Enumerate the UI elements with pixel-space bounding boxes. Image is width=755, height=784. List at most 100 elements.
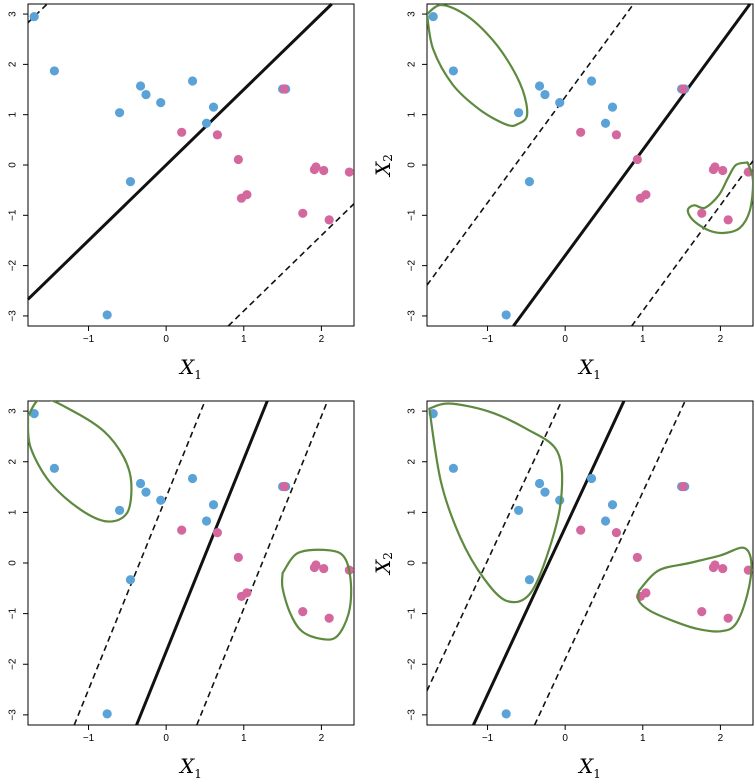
blue-point — [524, 177, 535, 187]
y-tick-label: 1 — [407, 509, 418, 515]
pink-point — [611, 528, 621, 538]
pink-point — [344, 167, 354, 177]
blue-point — [586, 76, 597, 86]
cluster-loop — [428, 402, 564, 604]
blue-point — [141, 89, 151, 100]
blue-point — [156, 98, 166, 108]
blue-point — [428, 11, 438, 22]
blue-point — [141, 487, 151, 497]
blue-point — [114, 505, 125, 515]
margin-line — [73, 400, 206, 726]
pink-point — [576, 127, 586, 137]
cluster-loop — [28, 401, 133, 523]
panel-bottom-left: −1 0 1 2 −3 −2 −1 0 1 2 3 X1 — [8, 400, 355, 781]
pink-point — [697, 208, 707, 218]
x-axis-title: X1 — [577, 754, 601, 781]
blue-point — [49, 463, 59, 473]
blue-point — [208, 500, 219, 510]
margin-line — [27, 3, 48, 24]
pink-point — [279, 481, 289, 492]
pink-point — [319, 165, 329, 176]
x-tick-label: −1 — [83, 334, 95, 345]
y-tick-label: 0 — [407, 560, 418, 566]
x-tick-label: 0 — [163, 733, 169, 744]
cluster-loop — [686, 161, 753, 235]
hyperplane-line — [512, 3, 752, 327]
blue-point — [29, 11, 39, 22]
x-tick-label: 2 — [718, 733, 724, 744]
blue-point — [540, 89, 550, 100]
blue-point — [534, 81, 545, 91]
margin-line — [426, 3, 635, 286]
y-tick-label: 0 — [8, 560, 19, 566]
hyperplane-line — [135, 400, 269, 726]
pink-point — [710, 162, 720, 172]
blue-point — [114, 108, 125, 118]
pink-point — [710, 560, 720, 570]
pink-point — [641, 190, 651, 200]
y-tick-label: 2 — [8, 61, 19, 67]
y-tick-label: −2 — [407, 658, 418, 670]
y-axis-title: X2 — [371, 552, 395, 576]
x-tick-label: −1 — [482, 334, 494, 345]
blue-point — [600, 118, 611, 128]
x-tick-label: −1 — [83, 733, 95, 744]
y-tick-label: −3 — [407, 709, 418, 721]
blue-point — [513, 505, 524, 515]
pink-point — [242, 190, 252, 200]
pink-point — [718, 563, 728, 574]
blue-point — [201, 118, 212, 128]
pink-point — [212, 130, 222, 140]
blue-point — [187, 473, 198, 484]
y-tick-label: −1 — [407, 209, 418, 221]
x-tick-label: 2 — [319, 733, 325, 744]
y-tick-label: −2 — [407, 259, 418, 271]
blue-point — [208, 102, 219, 112]
pink-point — [697, 607, 707, 617]
pink-point — [242, 588, 252, 598]
y-tick-label: −1 — [407, 607, 418, 619]
blue-point — [555, 98, 565, 108]
y-tick-label: 3 — [8, 11, 19, 17]
blue-point — [607, 102, 618, 112]
blue-point — [135, 478, 146, 489]
plot-frame — [426, 3, 754, 327]
x-axis-title: X1 — [178, 355, 202, 382]
y-tick-label: 2 — [407, 61, 418, 67]
y-tick-label: −3 — [407, 310, 418, 322]
blue-point — [534, 478, 545, 489]
x-tick-label: 0 — [562, 334, 568, 345]
pink-point — [233, 154, 243, 165]
blue-point — [102, 310, 112, 320]
pink-point — [212, 528, 222, 538]
y-tick-label: −1 — [8, 209, 19, 221]
margin-line — [426, 400, 563, 692]
blue-point — [102, 709, 112, 719]
x-tick-label: 1 — [241, 733, 247, 744]
blue-point — [448, 66, 458, 76]
blue-point — [29, 409, 39, 419]
blue-point — [513, 108, 524, 118]
x-tick-label: 1 — [241, 334, 247, 345]
pink-point — [233, 552, 243, 563]
pink-point — [324, 215, 334, 225]
margin-line — [227, 203, 355, 327]
cluster-loop — [636, 546, 753, 633]
pink-point — [718, 165, 728, 176]
x-tick-label: 2 — [319, 334, 325, 345]
y-tick-label: −2 — [8, 259, 19, 271]
x-tick-label: −1 — [482, 733, 494, 744]
pink-point — [723, 215, 733, 225]
pink-point — [311, 162, 321, 172]
pink-point — [324, 613, 334, 623]
x-axis-title: X1 — [178, 754, 202, 781]
plot-frame — [27, 400, 355, 726]
pink-point — [298, 208, 308, 218]
y-axis-title: X2 — [371, 154, 395, 178]
blue-point — [49, 66, 59, 76]
pink-point — [678, 481, 688, 492]
pink-point — [319, 563, 329, 574]
pink-point — [641, 588, 651, 598]
y-tick-label: −3 — [8, 709, 19, 721]
